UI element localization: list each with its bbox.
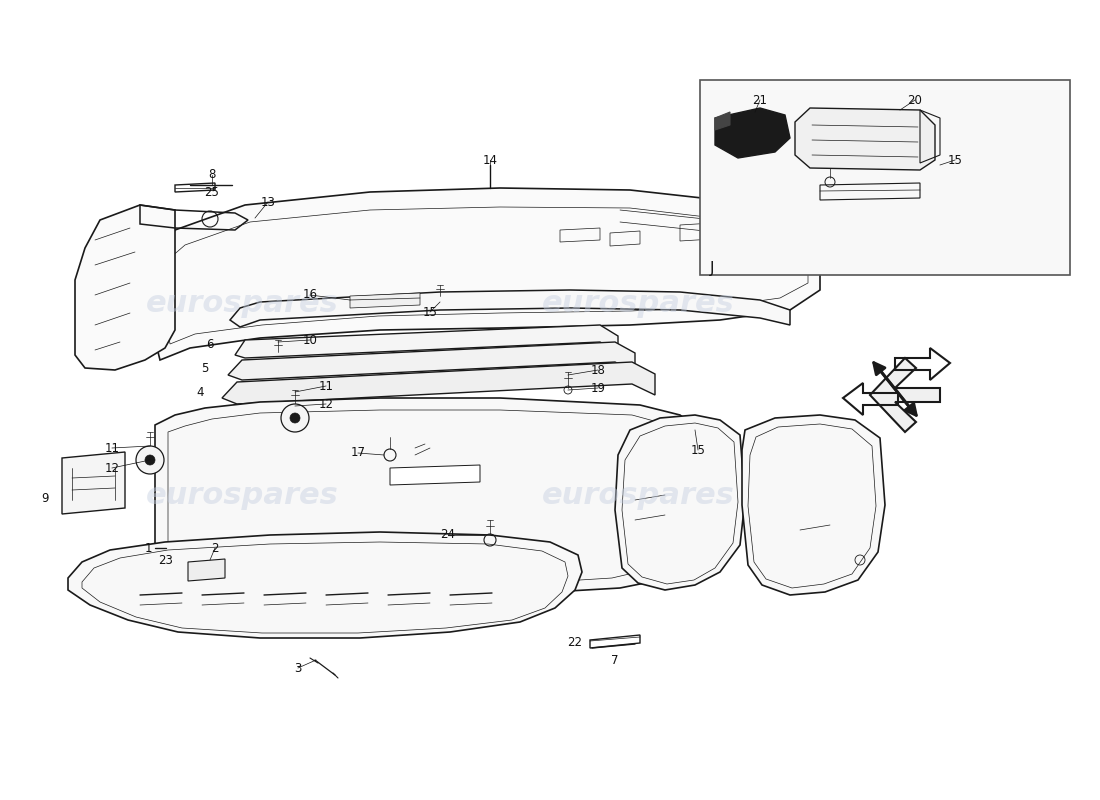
Text: 4: 4: [196, 386, 204, 398]
Text: eurospares: eurospares: [145, 290, 339, 318]
Polygon shape: [62, 452, 125, 514]
Text: 5: 5: [201, 362, 209, 374]
Circle shape: [136, 446, 164, 474]
Text: 11: 11: [319, 379, 333, 393]
Text: 15: 15: [422, 306, 438, 318]
Text: 10: 10: [302, 334, 318, 346]
Polygon shape: [700, 80, 1070, 275]
Polygon shape: [222, 362, 654, 404]
Text: 2: 2: [211, 542, 219, 554]
Text: 11: 11: [104, 442, 120, 454]
Text: 8: 8: [208, 169, 216, 182]
Text: 25: 25: [205, 186, 219, 198]
Polygon shape: [188, 559, 226, 581]
Text: 1: 1: [144, 542, 152, 554]
Circle shape: [145, 455, 155, 465]
Polygon shape: [350, 293, 420, 308]
Text: 16: 16: [302, 289, 318, 302]
Text: 7: 7: [612, 654, 618, 666]
Polygon shape: [390, 465, 480, 485]
Text: 18: 18: [591, 363, 605, 377]
Text: 13: 13: [261, 195, 275, 209]
Text: 20: 20: [908, 94, 923, 106]
Text: eurospares: eurospares: [145, 482, 339, 510]
Text: 15: 15: [947, 154, 962, 166]
Text: 21: 21: [752, 94, 768, 106]
Polygon shape: [715, 108, 790, 158]
Text: 19: 19: [591, 382, 605, 394]
Text: 15: 15: [691, 443, 705, 457]
Polygon shape: [870, 358, 940, 432]
Polygon shape: [228, 342, 635, 380]
Polygon shape: [75, 205, 175, 370]
Text: 17: 17: [351, 446, 365, 459]
Polygon shape: [615, 415, 745, 590]
Polygon shape: [742, 415, 886, 595]
Text: J: J: [710, 261, 714, 275]
Polygon shape: [155, 398, 700, 598]
Text: 23: 23: [158, 554, 174, 566]
Polygon shape: [155, 188, 820, 360]
Text: 14: 14: [483, 154, 497, 166]
Text: 12: 12: [319, 398, 333, 410]
Text: 6: 6: [207, 338, 213, 350]
Polygon shape: [795, 108, 935, 170]
Text: 24: 24: [440, 529, 455, 542]
Text: 9: 9: [42, 491, 48, 505]
Circle shape: [280, 404, 309, 432]
Polygon shape: [235, 325, 618, 358]
Text: 22: 22: [568, 635, 583, 649]
Text: eurospares: eurospares: [541, 482, 735, 510]
Polygon shape: [715, 112, 730, 130]
Polygon shape: [68, 532, 582, 638]
Circle shape: [290, 413, 300, 423]
Text: 12: 12: [104, 462, 120, 474]
Polygon shape: [230, 290, 790, 327]
Text: 3: 3: [295, 662, 301, 674]
Text: eurospares: eurospares: [541, 290, 735, 318]
